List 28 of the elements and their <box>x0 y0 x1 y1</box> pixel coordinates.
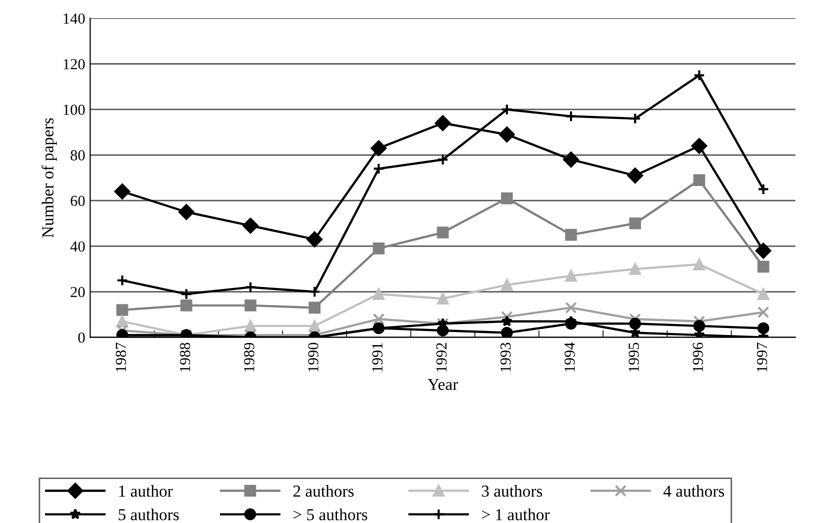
legend-label: 5 authors <box>118 508 179 520</box>
x-tick-label: 1996 <box>692 342 704 372</box>
y-tick-label: 20 <box>70 286 85 298</box>
legend-label: > 1 author <box>482 508 550 520</box>
y-tick-label: 100 <box>64 104 85 115</box>
x-tick-label: 1990 <box>308 342 318 372</box>
x-tick-label: 1989 <box>244 342 254 372</box>
x-axis-title: Year <box>428 378 458 390</box>
x-tick-label: 1992 <box>436 343 447 372</box>
y-tick-label: 120 <box>64 59 85 70</box>
y-axis-title: Number of papers <box>42 118 57 238</box>
x-tick-label: 1991 <box>372 343 383 372</box>
x-tick-label: 1995 <box>628 342 639 372</box>
legend-label: 3 authors <box>482 485 542 497</box>
x-tick-label: 1988 <box>180 342 190 372</box>
y-tick-label: 80 <box>70 150 85 160</box>
legend-label: 2 authors <box>293 485 354 497</box>
legend-label: 4 authors <box>663 485 724 497</box>
legend-label: > 5 authors <box>294 508 368 520</box>
x-tick-label: 1993 <box>500 342 511 372</box>
y-tick-label: 140 <box>64 13 85 24</box>
x-tick-label: 1987 <box>116 342 126 372</box>
y-tick-label: 40 <box>70 241 85 252</box>
y-tick-label: 0 <box>78 332 85 343</box>
x-tick-label: 1994 <box>564 342 575 372</box>
y-tick-label: 60 <box>70 196 85 206</box>
legend-label: 1 author <box>119 485 173 497</box>
x-tick-label: 1997 <box>756 342 768 372</box>
